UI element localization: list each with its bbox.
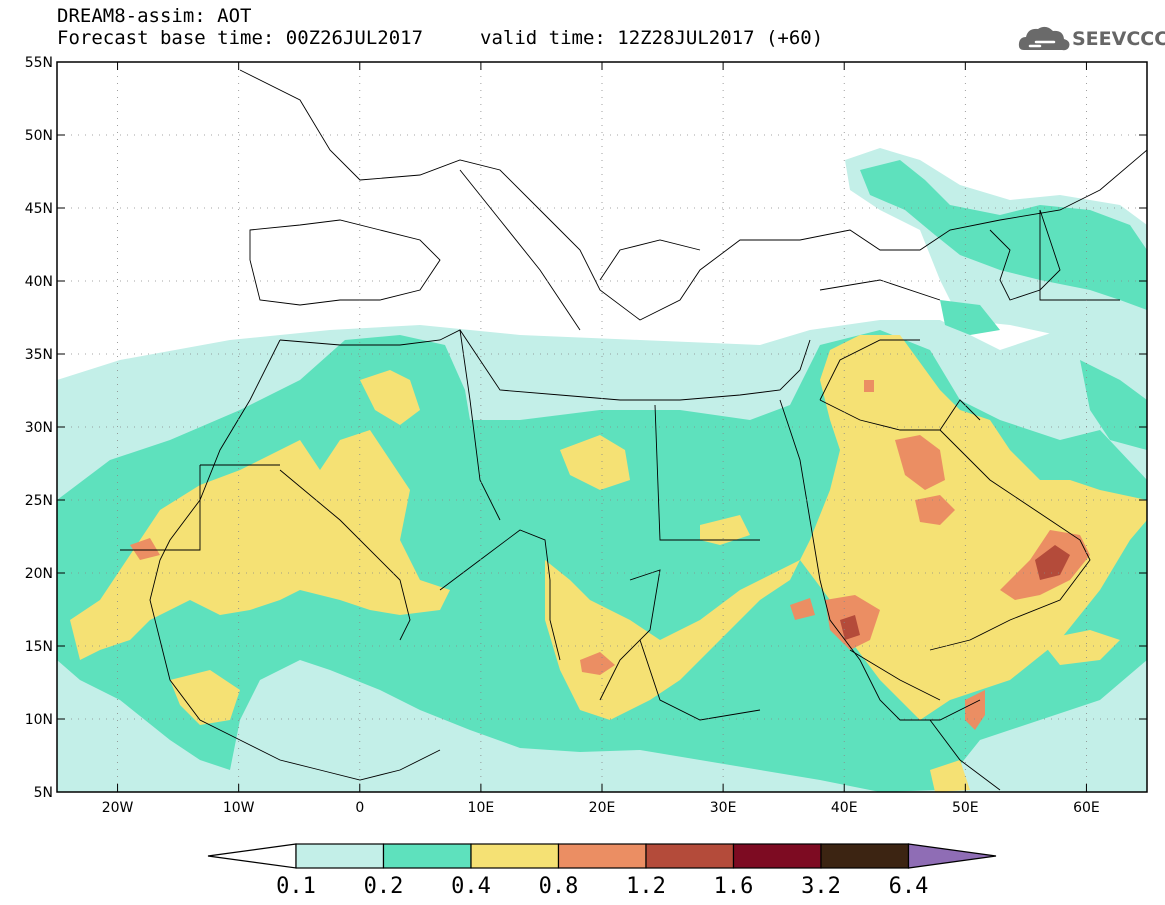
chart-title: DREAM8-assim: AOT bbox=[57, 5, 252, 27]
lon-tick-label: 0 bbox=[355, 800, 364, 816]
country-borders bbox=[120, 69, 1147, 791]
lon-tick-label: 20W bbox=[102, 800, 134, 816]
lon-tick-label: 60E bbox=[1073, 800, 1100, 816]
lat-tick-label: 45N bbox=[25, 201, 53, 217]
logo-text: SEEVCCC bbox=[1072, 28, 1165, 50]
colorbar-over-arrow bbox=[907, 843, 997, 869]
colorbar-swatch bbox=[382, 843, 472, 869]
lat-tick-label: 20N bbox=[25, 566, 53, 582]
lat-tick-label: 25N bbox=[25, 493, 53, 509]
colorbar-level-label: 0.1 bbox=[276, 874, 316, 899]
lat-tick-label: 10N bbox=[25, 712, 53, 728]
colorbar-swatch bbox=[732, 843, 822, 869]
lon-tick-label: 50E bbox=[952, 800, 979, 816]
colorbar-level-label: 1.6 bbox=[714, 874, 754, 899]
lon-tick-label: 30E bbox=[710, 800, 737, 816]
colorbar-swatch bbox=[295, 843, 385, 869]
lat-tick-label: 5N bbox=[34, 785, 53, 801]
map-axes: 55N 50N 45N 40N 35N 30N 25N 20N 15N 10N 5N 20W 10W 0 1… bbox=[25, 55, 1147, 816]
lat-tick-label: 30N bbox=[25, 420, 53, 436]
colorbar-swatch bbox=[470, 843, 560, 869]
lat-tick-label: 50N bbox=[25, 128, 53, 144]
lat-tick-label: 55N bbox=[25, 55, 53, 71]
lon-tick-label: 10W bbox=[223, 800, 255, 816]
colorbar-level-label: 1.2 bbox=[626, 874, 666, 899]
colorbar-level-label: 6.4 bbox=[889, 874, 929, 899]
seevccc-logo: SEEVCCC bbox=[1016, 22, 1165, 58]
lon-tick-label: 20E bbox=[589, 800, 616, 816]
forecast-base-time: Forecast base time: 00Z26JUL2017 bbox=[57, 27, 424, 49]
gridlines bbox=[57, 62, 1147, 792]
lat-tick-label: 35N bbox=[25, 347, 53, 363]
colorbar-level-label: 0.2 bbox=[364, 874, 404, 899]
colorbar-under-arrow bbox=[207, 843, 297, 869]
lon-tick-label: 10E bbox=[468, 800, 495, 816]
valid-time: valid time: 12Z28JUL2017 (+60) bbox=[480, 27, 824, 49]
cloud-icon bbox=[1018, 26, 1070, 51]
aot-field bbox=[57, 148, 1147, 792]
colorbar-level-label: 0.8 bbox=[539, 874, 579, 899]
colorbar-level-label: 0.4 bbox=[451, 874, 491, 899]
lat-tick-label: 15N bbox=[25, 639, 53, 655]
colorbar-swatch bbox=[557, 843, 647, 869]
colorbar-swatch bbox=[820, 843, 910, 869]
lat-tick-label: 40N bbox=[25, 274, 53, 290]
colorbar-swatch bbox=[645, 843, 735, 869]
lon-tick-label: 40E bbox=[831, 800, 858, 816]
colorbar-level-label: 3.2 bbox=[801, 874, 841, 899]
colorbar: 0.1 0.2 0.4 0.8 1.2 1.6 3.2 6.4 bbox=[207, 843, 997, 899]
